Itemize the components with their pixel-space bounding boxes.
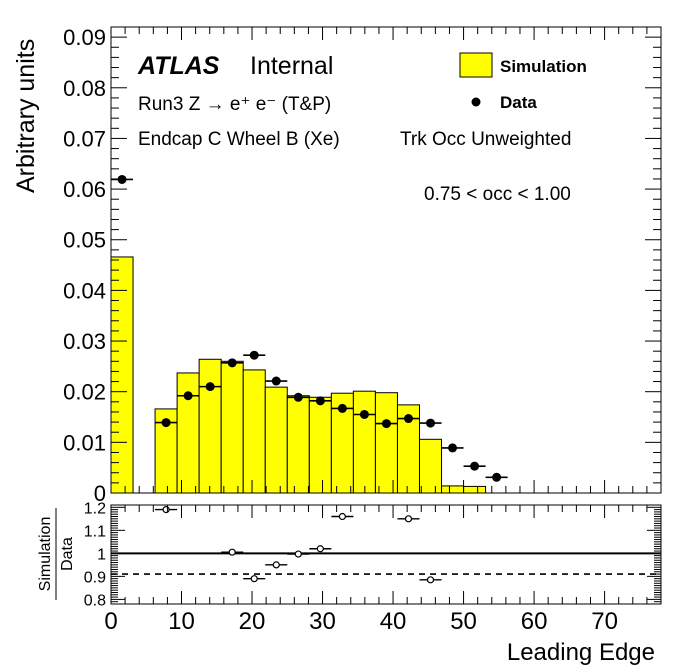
ratio-y-ticks xyxy=(111,504,661,605)
simulation-bar xyxy=(110,256,134,494)
legend: Simulation Data xyxy=(459,52,587,112)
annotation-line3: Trk Occ Unweighted xyxy=(400,129,571,150)
ratio-point xyxy=(272,561,280,569)
data-point xyxy=(271,376,281,386)
ratio-point xyxy=(250,575,258,583)
ratio-y-tick-label: 1 xyxy=(97,546,106,563)
simulation-histogram xyxy=(110,256,487,494)
ratio-points xyxy=(155,506,442,584)
simulation-bar xyxy=(441,485,465,494)
y-tick-label: 0.08 xyxy=(63,76,106,101)
main-y-tick-labels: 0 0.01 0.02 0.03 0.04 0.05 0.06 0.07 0.08 0.09 xyxy=(63,25,106,506)
ratio-point xyxy=(426,576,435,584)
data-point xyxy=(426,418,436,428)
ratio-plot-frame xyxy=(110,504,662,605)
x-tick-label: 10 xyxy=(168,608,195,635)
ratio-point xyxy=(404,515,413,523)
ratio-reference-lines xyxy=(111,552,661,575)
y-axis-label: Arbitrary units xyxy=(12,39,40,193)
y-tick-label: 0.07 xyxy=(63,126,106,151)
legend-simulation-swatch xyxy=(459,52,493,78)
x-tick-label: 70 xyxy=(591,608,618,635)
annotation-line1: Run3 Z → e⁺ e⁻ (T&P) xyxy=(138,94,331,115)
atlas-label: ATLAS xyxy=(137,52,220,80)
x-tick-label: 20 xyxy=(239,608,266,635)
y-tick-label: 0.06 xyxy=(63,177,106,202)
data-point xyxy=(492,472,502,482)
x-tick-label: 0 xyxy=(104,608,117,635)
legend-data-label: Data xyxy=(500,93,537,112)
data-point xyxy=(448,443,458,453)
ratio-plot-panel: 0.8 0.9 1 1.1 1.2 0 10 20 30 40 50 60 70 xyxy=(84,500,662,635)
data-point xyxy=(117,174,127,184)
y-tick-label: 0.02 xyxy=(63,380,106,405)
simulation-bar xyxy=(242,369,266,494)
data-point xyxy=(183,391,193,401)
ratio-point xyxy=(228,548,236,556)
simulation-bar xyxy=(374,392,398,494)
legend-simulation-label: Simulation xyxy=(500,57,587,76)
x-tick-label: 30 xyxy=(309,608,336,635)
simulation-bar xyxy=(286,395,310,494)
data-point xyxy=(359,409,369,419)
data-points xyxy=(111,174,508,482)
ratio-y-tick-label: 0.9 xyxy=(84,569,106,586)
ratio-point xyxy=(294,550,302,558)
ratio-y-label-numerator: Simulation xyxy=(37,517,54,592)
simulation-bar xyxy=(198,358,222,494)
ratio-y-label: Simulation Data xyxy=(37,508,76,600)
internal-label: Internal xyxy=(250,52,333,80)
simulation-bar xyxy=(463,485,487,494)
data-point xyxy=(293,392,303,402)
main-y-ticks xyxy=(111,36,661,494)
data-point xyxy=(205,382,215,392)
ratio-y-tick-label: 0.8 xyxy=(84,592,106,609)
ratio-point xyxy=(162,506,170,514)
data-point xyxy=(403,414,413,424)
x-axis-label: Leading Edge xyxy=(507,639,655,666)
data-point xyxy=(249,350,259,360)
ratio-x-ticks xyxy=(110,505,662,604)
ratio-y-tick-label: 1.1 xyxy=(84,523,106,540)
x-tick-label: 60 xyxy=(521,608,548,635)
y-tick-label: 0.09 xyxy=(63,25,106,50)
y-tick-label: 0.05 xyxy=(63,228,106,253)
x-tick-label: 50 xyxy=(450,608,477,635)
ratio-y-label-denominator: Data xyxy=(59,537,76,571)
simulation-bar xyxy=(176,372,200,494)
data-point xyxy=(470,461,480,471)
y-tick-label: 0 xyxy=(94,481,106,506)
simulation-bar xyxy=(418,438,443,494)
data-point xyxy=(227,358,237,368)
main-x-ticks xyxy=(110,27,662,493)
data-point xyxy=(161,418,171,428)
ratio-point xyxy=(338,512,346,521)
y-tick-label: 0.04 xyxy=(63,278,106,303)
x-tick-labels: 0 10 20 30 40 50 60 70 xyxy=(104,608,618,635)
x-tick-label: 40 xyxy=(380,608,407,635)
main-plot-panel: 0 0.01 0.02 0.03 0.04 0.05 0.06 0.07 0.08 0.09 xyxy=(63,25,662,506)
ratio-point xyxy=(316,545,324,553)
simulation-bar xyxy=(220,360,244,494)
data-point xyxy=(381,419,391,429)
ratio-y-tick-labels: 0.8 0.9 1 1.1 1.2 xyxy=(84,500,106,609)
simulation-bar xyxy=(352,390,376,494)
legend-data-marker xyxy=(471,97,481,107)
ratio-y-tick-label: 1.2 xyxy=(84,500,106,517)
annotation-line2: Endcap C Wheel B (Xe) xyxy=(138,129,340,150)
data-point xyxy=(337,403,347,413)
y-tick-label: 0.01 xyxy=(63,430,106,455)
annotation-range: 0.75 < occ < 1.00 xyxy=(424,184,571,205)
data-point xyxy=(315,396,325,406)
simulation-bar xyxy=(264,386,288,494)
simulation-bar xyxy=(308,396,332,494)
y-tick-label: 0.03 xyxy=(63,329,106,354)
